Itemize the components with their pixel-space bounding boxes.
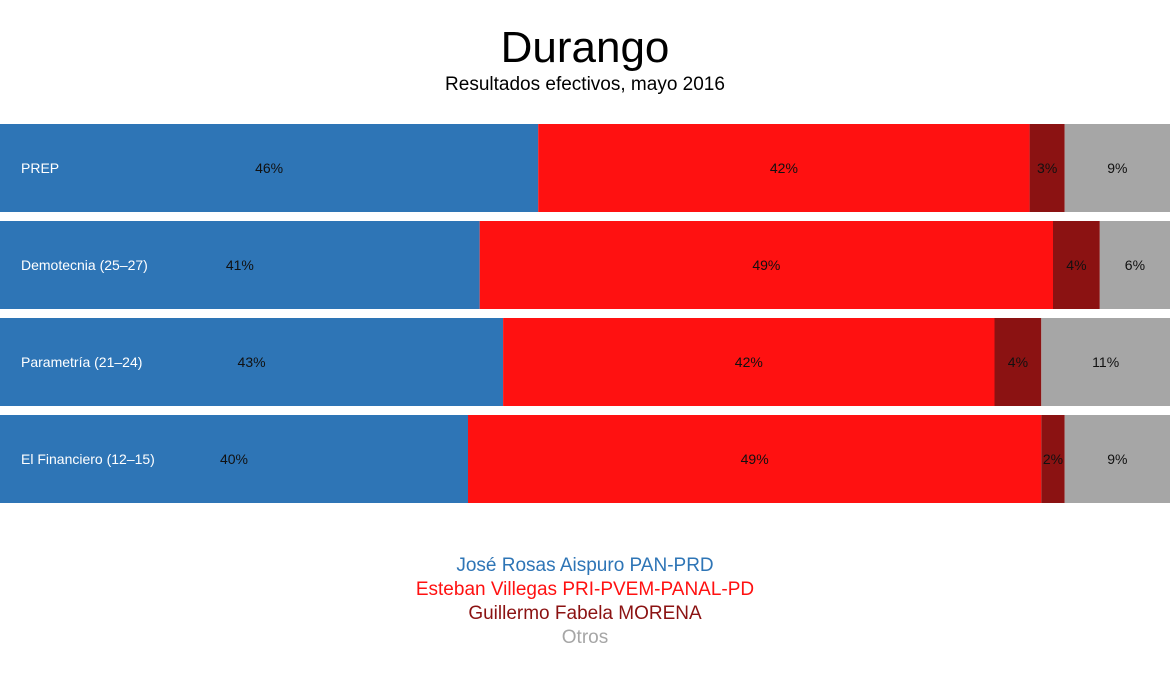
data-label: 9% bbox=[1107, 160, 1127, 176]
bar-segment-3-row-2 bbox=[1053, 221, 1100, 309]
bar-segment-3-row-4 bbox=[1041, 415, 1065, 503]
bar-segment-1-row-2 bbox=[0, 221, 480, 309]
bar-segment-2-row-2 bbox=[479, 221, 1053, 309]
data-label: 40% bbox=[220, 451, 248, 467]
bar-segment-3-row-1 bbox=[1029, 124, 1065, 212]
bar-segment-1-row-3 bbox=[0, 318, 504, 406]
data-label: 4% bbox=[1066, 257, 1086, 273]
data-label: 46% bbox=[255, 160, 283, 176]
bar-segment-2-row-1 bbox=[538, 124, 1030, 212]
data-label: 4% bbox=[1008, 354, 1028, 370]
bar-segment-1-row-1 bbox=[0, 124, 539, 212]
bar-segment-2-row-4 bbox=[468, 415, 1042, 503]
data-label: 3% bbox=[1037, 160, 1057, 176]
legend-item-morena: Guillermo Fabela MORENA bbox=[468, 603, 702, 624]
data-label: 49% bbox=[741, 451, 769, 467]
bar-segment-4-row-1 bbox=[1064, 124, 1170, 212]
bar-segment-2-row-3 bbox=[503, 318, 995, 406]
data-label: 41% bbox=[226, 257, 254, 273]
legend-item-pan-prd: José Rosas Aispuro PAN-PRD bbox=[456, 555, 714, 576]
data-label: 11% bbox=[1092, 354, 1119, 370]
category-label: PREP bbox=[21, 160, 59, 176]
data-label: 43% bbox=[238, 354, 266, 370]
legend-item-otros: Otros bbox=[561, 627, 609, 648]
legend: José Rosas Aispuro PAN-PRD Esteban Ville… bbox=[0, 554, 1170, 650]
bar-segment-1-row-4 bbox=[0, 415, 468, 503]
bar-segment-4-row-4 bbox=[1064, 415, 1170, 503]
data-label: 6% bbox=[1125, 257, 1145, 273]
category-label: Demotecnia (25–27) bbox=[21, 257, 148, 273]
bar-segment-4-row-2 bbox=[1099, 221, 1170, 309]
data-label: 2% bbox=[1043, 451, 1063, 467]
data-label: 42% bbox=[735, 354, 763, 370]
chart-subtitle: Resultados efectivos, mayo 2016 bbox=[445, 74, 725, 95]
data-label: 42% bbox=[770, 160, 798, 176]
data-label: 9% bbox=[1107, 451, 1127, 467]
bar-segment-4-row-3 bbox=[1041, 318, 1170, 406]
data-label: 49% bbox=[752, 257, 780, 273]
category-label: Parametría (21–24) bbox=[21, 354, 142, 370]
bar-segment-3-row-3 bbox=[994, 318, 1042, 406]
category-label: El Financiero (12–15) bbox=[21, 451, 155, 467]
legend-item-pri: Esteban Villegas PRI-PVEM-PANAL-PD bbox=[415, 579, 755, 600]
chart-title: Durango bbox=[500, 23, 670, 72]
